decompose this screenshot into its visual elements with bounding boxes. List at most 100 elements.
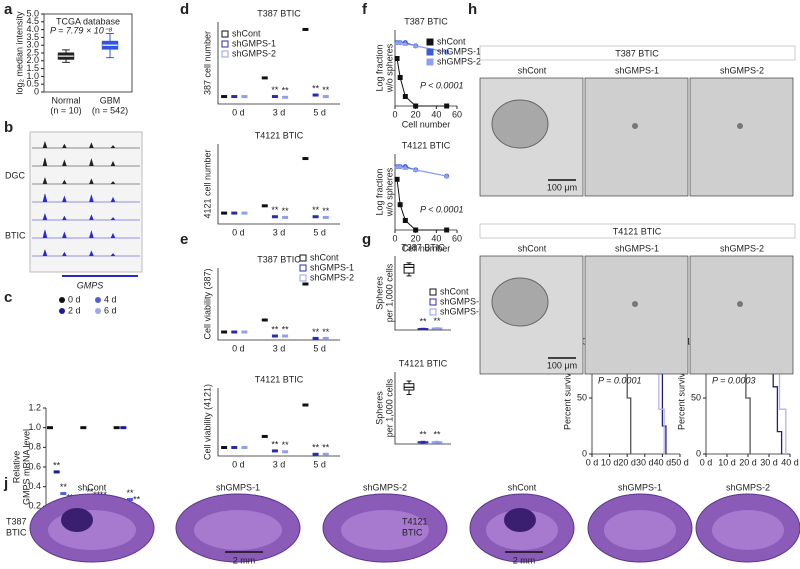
legend-label: shGMPS-2 (310, 272, 354, 282)
cell (632, 301, 638, 307)
legend-swatch (221, 50, 229, 58)
legend-label: 4 d (104, 294, 117, 304)
significance: ** (419, 430, 427, 440)
x-tick-label: 3 d (273, 227, 286, 237)
tissue (604, 510, 676, 550)
significance: ** (271, 324, 279, 334)
column-label: shCont (78, 482, 107, 492)
significance: ** (312, 443, 320, 453)
y-axis-label: Spheres (374, 391, 384, 425)
point (60, 492, 67, 496)
significance: ** (322, 443, 330, 453)
panel-label: a (4, 1, 13, 18)
point (322, 452, 329, 456)
legend-swatch (299, 254, 307, 262)
legend-label: shGMPS-1 (437, 46, 481, 56)
column-label: shCont (518, 65, 547, 75)
x-tick-label: 3 d (273, 459, 286, 469)
point (261, 434, 268, 438)
point (231, 446, 238, 449)
legend-swatch (429, 298, 437, 306)
axes (217, 144, 340, 225)
x-tick-label: 5 d (313, 459, 326, 469)
point (221, 446, 228, 449)
legend-label: shCont (310, 252, 339, 262)
point (312, 215, 319, 219)
y-axis-label: Spheres (374, 276, 384, 310)
y-axis-label: Log fraction (374, 44, 384, 91)
significance: ** (322, 206, 330, 216)
x-tick-label: 5 d (313, 227, 326, 237)
chart-title: T387 BTIC (404, 16, 448, 26)
y-tick-label: 0.5 (26, 79, 39, 89)
y-tick-label: 0.6 (28, 461, 41, 471)
x-tick-label: 10 d (601, 457, 619, 467)
point (271, 334, 278, 338)
x-tick-label: GBM (100, 95, 121, 105)
legend-swatch (299, 274, 307, 282)
significance: ** (282, 206, 290, 216)
x-tick-label: 0 d (232, 459, 245, 469)
y-tick-label: 5.0 (26, 8, 39, 18)
y-axis-label: per 1,000 cells (384, 263, 394, 322)
column-label: shGMPS-1 (615, 243, 659, 253)
cell (737, 123, 743, 129)
x-axis-label: Cell number (402, 119, 451, 129)
y-tick-label: 0 (582, 448, 587, 458)
significance: ** (271, 205, 279, 215)
panel-label: b (4, 119, 13, 136)
row-label: T387 (6, 516, 27, 526)
x-tick-label: 5 d (313, 343, 326, 353)
track (32, 177, 140, 185)
x-tick-label: 40 (431, 233, 441, 243)
scale-label: 100 μm (547, 182, 577, 192)
y-tick-label: 4.0 (26, 24, 39, 34)
y-tick-label: 50 (577, 392, 587, 402)
y-axis-label: GMPS mRNA level (21, 429, 31, 505)
legend-label: 6 d (104, 305, 117, 315)
y-tick-label: 4.5 (26, 16, 39, 26)
axes (217, 22, 340, 105)
x-tick-label: 0 d (232, 227, 245, 237)
point (282, 334, 289, 338)
axes (217, 388, 340, 457)
y-tick-label: 0 (34, 86, 39, 96)
y-tick-label: 1.5 (26, 63, 39, 73)
point (322, 336, 329, 340)
panel-label: h (468, 1, 477, 18)
panel-label: c (4, 289, 12, 306)
point (302, 403, 309, 407)
x-tick-label: 30 d (636, 457, 654, 467)
legend-swatch (429, 288, 437, 296)
legend-swatch (59, 297, 65, 303)
point (231, 211, 238, 215)
row-label: BTIC (402, 527, 423, 537)
annotation: P = 0.0003 (712, 375, 755, 385)
significance: ** (312, 205, 320, 215)
point (127, 497, 133, 501)
column-label: shGMPS-1 (216, 482, 260, 492)
scale-label: 2 mm (233, 555, 256, 565)
x-tick-label: 40 d (654, 457, 672, 467)
annotation: P = 7.79 × 10⁻⁸ (50, 25, 112, 35)
legend-swatch (221, 40, 229, 48)
point (221, 211, 228, 215)
x-tick-label: 40 d (781, 457, 799, 467)
significance: ** (312, 83, 320, 93)
chart-title: T387 BTIC (257, 8, 301, 18)
x-tick-label: 0 d (232, 107, 245, 117)
track (32, 249, 140, 257)
column-label: shGMPS-1 (615, 65, 659, 75)
y-axis-label: Percent survival (562, 366, 572, 430)
legend-swatch (221, 30, 229, 38)
gene-label: GMPS (77, 280, 104, 290)
point (312, 93, 319, 97)
legend-label: shGMPS-2 (437, 56, 481, 66)
legend-swatch (95, 297, 101, 303)
x-tick-label: 0 d (700, 457, 713, 467)
y-axis-label: 387 cell number (202, 31, 212, 95)
x-tick-label: 0 (392, 233, 397, 243)
point (322, 215, 329, 219)
series-line (397, 166, 447, 177)
sphere (491, 99, 549, 149)
